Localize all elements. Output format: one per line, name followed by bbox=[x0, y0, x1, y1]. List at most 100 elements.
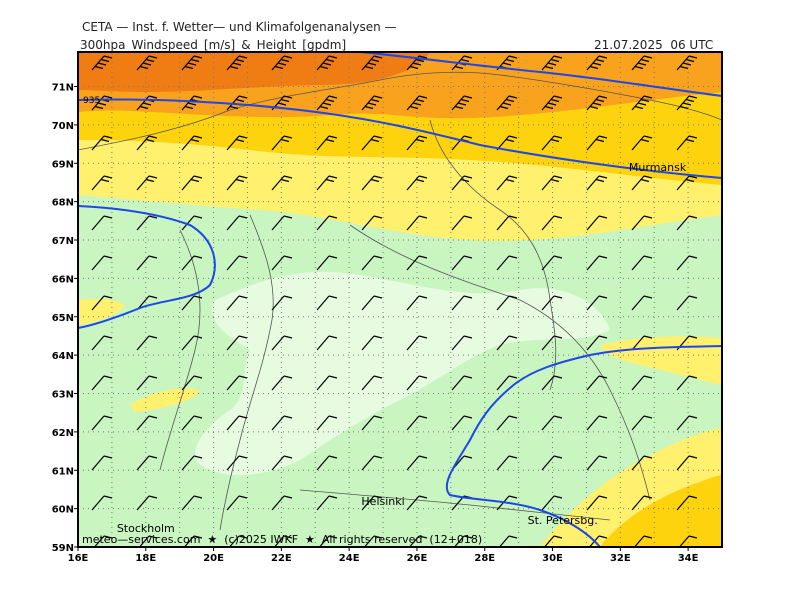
wind-barb bbox=[406, 335, 428, 351]
wind-barb bbox=[271, 455, 293, 471]
wind-barb bbox=[91, 495, 113, 511]
lon-tick-label: 24E bbox=[339, 553, 360, 564]
wind-barb bbox=[586, 415, 608, 431]
wind-barb bbox=[586, 95, 608, 111]
wind-barb bbox=[676, 95, 698, 111]
wind-barb bbox=[586, 255, 608, 271]
lon-tick-label: 26E bbox=[407, 553, 428, 564]
wind-barb bbox=[406, 55, 428, 71]
wind-barb bbox=[138, 535, 158, 547]
wind-barb bbox=[361, 175, 383, 191]
wind-barb bbox=[361, 255, 383, 271]
place-label: St. Petersbg. bbox=[528, 514, 598, 527]
wind-barb bbox=[588, 535, 608, 547]
wind-barb bbox=[226, 135, 248, 151]
product-title: 300hpa_Windspeed_[m/s]_&_Height_[gpdm] bbox=[80, 38, 347, 52]
wind-barb bbox=[721, 109, 722, 110]
wind-barb bbox=[181, 135, 203, 151]
lat-tick-label: 71N bbox=[52, 83, 74, 94]
wind-barb bbox=[136, 495, 158, 511]
wind-barb bbox=[271, 495, 293, 511]
wind-barb bbox=[541, 295, 563, 311]
height-contour-north bbox=[359, 52, 722, 97]
wind-barb bbox=[451, 415, 473, 431]
wind-barb bbox=[496, 55, 518, 71]
lat-tick-label: 62N bbox=[52, 428, 74, 439]
wind-barb bbox=[91, 415, 113, 431]
wind-barb bbox=[316, 215, 338, 231]
wind-barb bbox=[496, 335, 518, 351]
wind-barb bbox=[541, 455, 563, 471]
wind-barb bbox=[451, 175, 473, 191]
wind-barb bbox=[541, 335, 563, 351]
lat-tick-label: 68N bbox=[52, 198, 74, 209]
wind-barb bbox=[406, 175, 428, 191]
wind-barb bbox=[316, 175, 338, 191]
wind-barb bbox=[406, 215, 428, 231]
wind-barb bbox=[91, 295, 113, 311]
wind-barb bbox=[721, 389, 722, 390]
lat-tick-label: 61N bbox=[52, 466, 74, 477]
wind-barb bbox=[181, 215, 203, 231]
wind-barb bbox=[586, 215, 608, 231]
wind-barb bbox=[361, 295, 383, 311]
lat-tick-label: 66N bbox=[52, 274, 74, 285]
wind-barb bbox=[586, 175, 608, 191]
wind-barb bbox=[541, 95, 563, 111]
wind-barb bbox=[226, 455, 248, 471]
wind-barb bbox=[361, 375, 383, 391]
wind-barb bbox=[316, 55, 338, 71]
wind-barb bbox=[226, 375, 248, 391]
wind-barb bbox=[721, 229, 722, 230]
latitude-labels: 59N 60N 61N 62N 63N 64N 65N 66N 67N 68N 69N 70N 71N bbox=[52, 83, 78, 554]
lon-tick-label: 28E bbox=[474, 553, 495, 564]
wind-barb bbox=[541, 495, 563, 511]
coastlines bbox=[78, 71, 722, 531]
wind-barb bbox=[721, 349, 722, 350]
wind-barb bbox=[226, 255, 248, 271]
height-contour-west bbox=[78, 205, 216, 329]
wind-barb bbox=[136, 335, 158, 351]
wind-barb bbox=[406, 375, 428, 391]
longitude-labels: 16E 18E 20E 22E 24E 26E 28E 30E 32E 34E bbox=[68, 547, 699, 564]
wind-barb bbox=[543, 535, 563, 547]
lat-tick-label: 59N bbox=[52, 543, 74, 554]
wind-barb bbox=[316, 135, 338, 151]
wind-barb bbox=[721, 509, 722, 510]
wind-barb bbox=[586, 135, 608, 151]
wind-barb bbox=[136, 55, 158, 71]
wind-barb bbox=[676, 215, 698, 231]
wind-barb bbox=[181, 455, 203, 471]
wind-barb bbox=[451, 335, 473, 351]
wind-barb bbox=[361, 95, 383, 111]
wind-barb bbox=[271, 55, 293, 71]
wind-barb bbox=[181, 415, 203, 431]
wind-barb bbox=[271, 215, 293, 231]
wind-barb bbox=[318, 535, 338, 547]
wind-barb bbox=[408, 535, 428, 547]
wind-barb bbox=[451, 215, 473, 231]
wind-barb bbox=[631, 335, 653, 351]
wind-barb bbox=[451, 295, 473, 311]
wind-barb bbox=[361, 55, 383, 71]
wind-barb bbox=[136, 175, 158, 191]
wind-barb bbox=[271, 295, 293, 311]
wind-barb bbox=[136, 455, 158, 471]
speed-band-orange-dark bbox=[78, 52, 430, 92]
wind-barb bbox=[676, 135, 698, 151]
lon-tick-label: 22E bbox=[271, 553, 292, 564]
wind-barb bbox=[496, 175, 518, 191]
wind-barb bbox=[631, 495, 653, 511]
wind-barb bbox=[136, 375, 158, 391]
wind-barb bbox=[226, 295, 248, 311]
contour-label-935: 935 bbox=[83, 96, 100, 106]
wind-barb bbox=[631, 55, 653, 71]
map-frame bbox=[77, 51, 723, 548]
wind-barb bbox=[183, 535, 203, 547]
lat-tick-label: 64N bbox=[52, 351, 74, 362]
lon-tick-label: 16E bbox=[68, 553, 89, 564]
wind-barb bbox=[181, 295, 203, 311]
wind-barb bbox=[721, 469, 722, 470]
wind-barb bbox=[181, 335, 203, 351]
wind-barb bbox=[91, 175, 113, 191]
